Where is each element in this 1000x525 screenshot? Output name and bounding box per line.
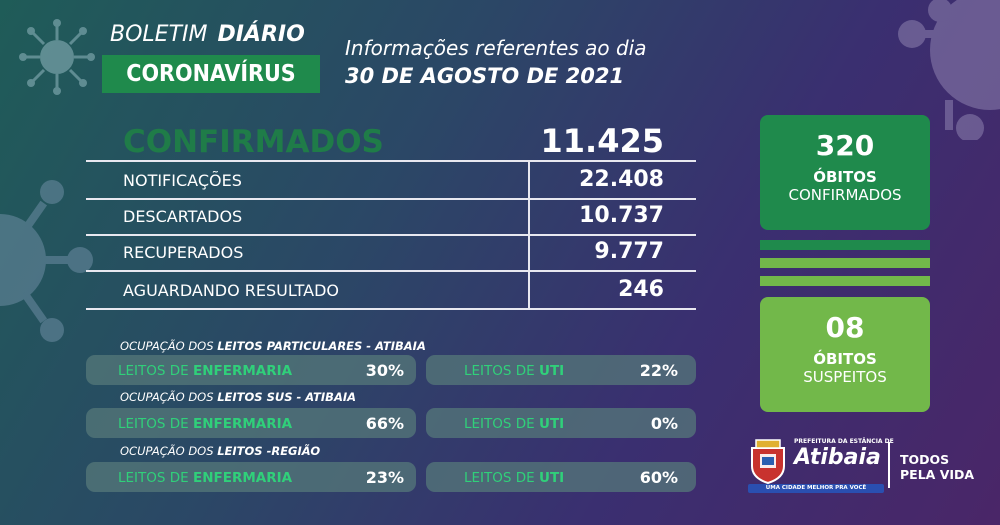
occupancy-title-prefix: OCUPAÇÃO DOS [120, 339, 218, 353]
stripe-dark-green [760, 240, 930, 250]
enfermaria-label-strong: ENFERMARIA [192, 470, 293, 486]
logo-prefeitura: PREFEITURA DA ESTÂNCIA DE [794, 438, 894, 445]
occupancy-title: OCUPAÇÃO DOS LEITOS SUS - ATIBAIA [120, 390, 356, 404]
logo-city: Atibaia [794, 445, 881, 470]
divider [86, 308, 696, 310]
occupancy-title: OCUPAÇÃO DOS LEITOS PARTICULARES - ATIBA… [120, 339, 426, 353]
row-label-recuperados: RECUPERADOS [123, 243, 244, 262]
atibaia-logo: PREFEITURA DA ESTÂNCIA DE Atibaia UMA CI… [744, 436, 989, 494]
enfermaria-value: 30% [365, 361, 404, 380]
enfermaria-label-prefix: LEITOS DE [118, 363, 193, 379]
occupancy-title: OCUPAÇÃO DOS LEITOS -REGIÃO [120, 444, 320, 458]
stripe-light-green [760, 276, 930, 286]
row-value-notificacoes: 22.408 [579, 167, 664, 192]
uti-label-strong: UTI [538, 470, 565, 486]
enfermaria-label-strong: ENFERMARIA [192, 416, 293, 432]
divider [86, 198, 696, 200]
occupancy-uti-pill: LEITOS DE UTI 60% [426, 462, 696, 492]
deaths-suspected-line2: SUSPEITOS [803, 368, 887, 386]
header-boletim: BOLETIM [110, 22, 208, 47]
occupancy-title-strong: LEITOS -REGIÃO [217, 444, 321, 458]
todos-line2: PELA VIDA [900, 467, 975, 482]
uti-label-prefix: LEITOS DE [464, 363, 539, 379]
uti-label-strong: UTI [538, 416, 565, 432]
deaths-confirmed-line2: CONFIRMADOS [788, 186, 902, 204]
header-title: BOLETIM DIÁRIO [110, 22, 305, 47]
header-coronavirus-badge: CORONAVÍRUS [102, 55, 320, 93]
uti-label-prefix: LEITOS DE [464, 470, 539, 486]
stripe-light-green [760, 258, 930, 268]
occupancy-title-strong: LEITOS SUS - ATIBAIA [217, 390, 357, 404]
occupancy-enfermaria-pill: LEITOS DE ENFERMARIA 23% [86, 462, 416, 492]
uti-label-prefix: LEITOS DE [464, 416, 539, 432]
deaths-confirmed-value: 320 [815, 129, 875, 162]
row-value-aguardando: 246 [618, 277, 664, 302]
logo-divider [888, 442, 890, 488]
row-value-descartados: 10.737 [579, 203, 664, 228]
occupancy-title-strong: LEITOS PARTICULARES - ATIBAIA [217, 339, 426, 353]
enfermaria-value: 66% [365, 414, 404, 433]
header-date: 30 DE AGOSTO DE 2021 [345, 64, 625, 88]
logo-slogan: UMA CIDADE MELHOR PRA VOCÊ [748, 484, 884, 493]
occupancy-uti-pill: LEITOS DE UTI 22% [426, 355, 696, 385]
todos-pela-vida: TODOS PELA VIDA [900, 452, 974, 482]
row-value-recuperados: 9.777 [594, 239, 664, 264]
occupancy-enfermaria-pill: LEITOS DE ENFERMARIA 66% [86, 408, 416, 438]
confirmed-label: CONFIRMADOS [123, 124, 384, 160]
enfermaria-label-prefix: LEITOS DE [118, 470, 193, 486]
enfermaria-label-prefix: LEITOS DE [118, 416, 193, 432]
occupancy-uti-pill: LEITOS DE UTI 0% [426, 408, 696, 438]
occupancy-title-prefix: OCUPAÇÃO DOS [120, 444, 218, 458]
uti-label: LEITOS DE UTI [464, 363, 564, 379]
uti-label: LEITOS DE UTI [464, 470, 564, 486]
deaths-suspected-box: 08 ÓBITOS SUSPEITOS [760, 297, 930, 412]
divider [86, 160, 696, 162]
row-label-notificacoes: NOTIFICAÇÕES [123, 171, 242, 190]
deaths-suspected-value: 08 [825, 311, 865, 344]
todos-line1: TODOS [900, 452, 950, 467]
virus-decoration-right [898, 0, 1000, 140]
enfermaria-value: 23% [365, 468, 404, 487]
uti-value: 0% [650, 414, 678, 433]
divider-vertical [528, 161, 530, 309]
divider [86, 270, 696, 272]
confirmed-value: 11.425 [540, 122, 664, 160]
deaths-confirmed-box: 320 ÓBITOS CONFIRMADOS [760, 115, 930, 230]
deaths-suspected-line1: ÓBITOS [813, 350, 877, 368]
occupancy-title-prefix: OCUPAÇÃO DOS [120, 390, 218, 404]
header-diario: DIÁRIO [217, 22, 305, 47]
virus-decoration-left [0, 180, 93, 342]
uti-value: 60% [639, 468, 678, 487]
uti-value: 22% [639, 361, 678, 380]
uti-label: LEITOS DE UTI [464, 416, 564, 432]
enfermaria-label-strong: ENFERMARIA [192, 363, 293, 379]
uti-label-strong: UTI [538, 363, 565, 379]
enfermaria-label: LEITOS DE ENFERMARIA [118, 363, 292, 379]
header-info: Informações referentes ao dia [345, 36, 647, 60]
atibaia-crest-icon [751, 439, 785, 484]
row-label-descartados: DESCARTADOS [123, 207, 243, 226]
deaths-confirmed-line1: ÓBITOS [813, 168, 877, 186]
row-label-aguardando: AGUARDANDO RESULTADO [123, 281, 339, 300]
enfermaria-label: LEITOS DE ENFERMARIA [118, 416, 292, 432]
enfermaria-label: LEITOS DE ENFERMARIA [118, 470, 292, 486]
occupancy-enfermaria-pill: LEITOS DE ENFERMARIA 30% [86, 355, 416, 385]
divider [86, 234, 696, 236]
virus-icon [19, 19, 95, 95]
